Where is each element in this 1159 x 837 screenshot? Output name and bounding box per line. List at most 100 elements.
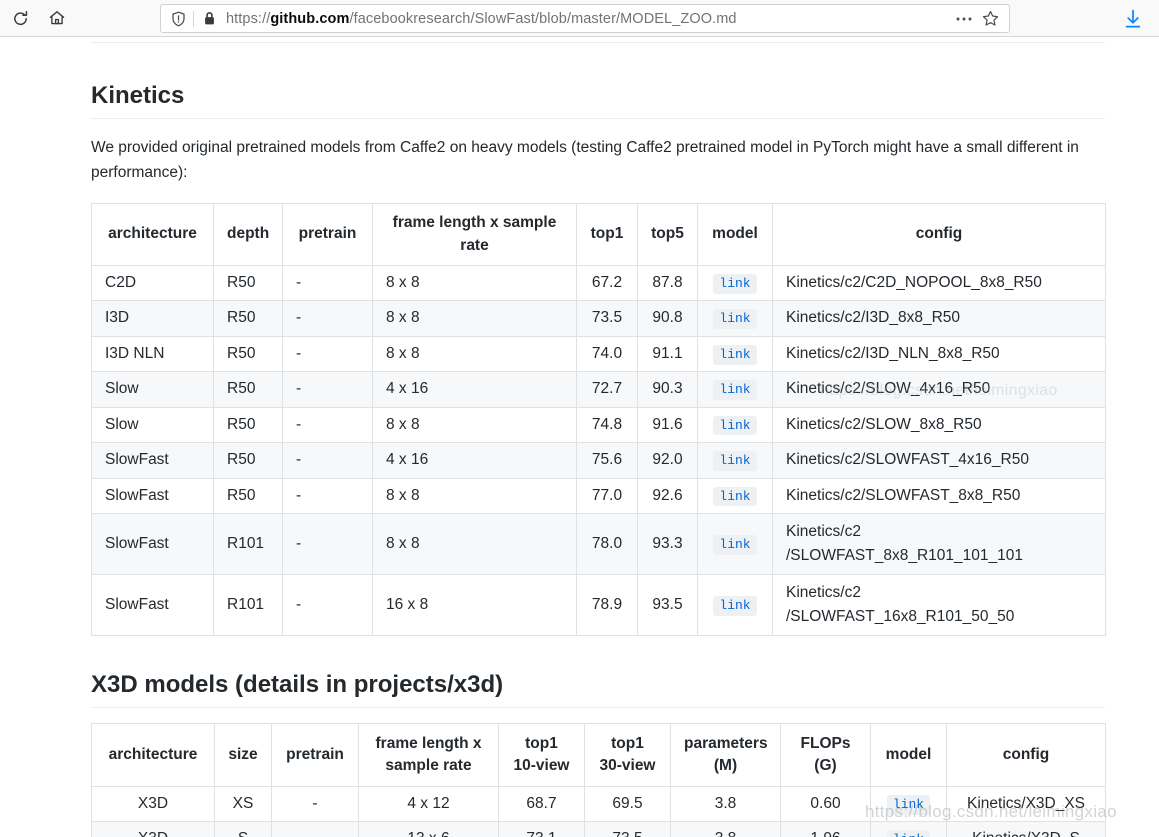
model-link[interactable]: link xyxy=(713,344,757,365)
cell-frame-length: 8 x 8 xyxy=(372,264,577,302)
header-line: sample rate xyxy=(385,757,472,774)
cell-architecture: I3D NLN xyxy=(91,335,214,373)
urlbar-divider xyxy=(193,10,194,27)
cell-depth: R50 xyxy=(213,264,283,302)
kinetics-table-body: C2D R50-8 x 8 67.2 87.8 link Kinetics/c2/C2D_… xyxy=(91,264,1106,637)
cell-frame-length: 8 x 8 xyxy=(372,300,577,337)
ellipsis-icon[interactable] xyxy=(951,7,977,31)
cell-model-link: link xyxy=(870,785,947,823)
cell-config: Kinetics/c2/SLOW_8x8_R50 xyxy=(772,406,1106,444)
col-frame-length: frame length x sample rate xyxy=(372,203,577,266)
urlbar-actions xyxy=(951,7,1003,31)
cell-frame-length: 4 x 16 xyxy=(372,442,577,479)
cell-config: Kinetics/c2/C2D_NOPOOL_8x8_R50 xyxy=(772,264,1106,302)
col-model: model xyxy=(697,203,773,266)
table-row: I3D R50-8 x 8 73.5 90.8 link Kinetics/c2/I3D_… xyxy=(91,300,1106,337)
cell-architecture: C2D xyxy=(91,264,214,302)
table-row: X3D XS -4 x 12 68.7 69.5 3.8 0.60 link Kinetics/… xyxy=(91,785,1106,823)
cell-model-link: link xyxy=(697,300,773,337)
table-row: C2D R50-8 x 8 67.2 87.8 link Kinetics/c2/C2D_… xyxy=(91,264,1106,302)
cell-config: Kinetics/c2/I3D_NLN_8x8_R50 xyxy=(772,335,1106,373)
model-link[interactable]: link xyxy=(713,451,757,471)
cell-top5: 91.6 xyxy=(637,406,698,444)
model-link[interactable]: link xyxy=(713,596,757,616)
model-link[interactable]: link xyxy=(713,380,757,400)
header-line: top1 xyxy=(611,734,644,752)
header-line: model xyxy=(885,745,932,763)
cell-pretrain: - xyxy=(282,574,373,637)
kinetics-intro-text: We provided original pretrained models f… xyxy=(91,139,1079,181)
cell-flops: 0.60 xyxy=(780,785,871,823)
cell-depth: R50 xyxy=(213,442,283,479)
model-link[interactable]: link xyxy=(886,830,931,837)
cell-pretrain: - xyxy=(282,442,373,479)
col-top1-10-view: top1 10-view xyxy=(498,723,585,787)
col-frame-length-x-sample-rate: frame length x sample rate xyxy=(358,723,499,787)
cell-frame-length: 8 x 8 xyxy=(372,513,577,576)
x3d-table-body: X3D XS -4 x 12 68.7 69.5 3.8 0.60 link Kinetics/… xyxy=(91,785,1106,837)
header-line: parameters xyxy=(684,734,768,752)
col-architecture: architecture xyxy=(91,203,214,266)
model-link[interactable]: link xyxy=(713,486,757,507)
url-scheme: https:// xyxy=(226,10,271,27)
shield-icon[interactable] xyxy=(167,8,189,30)
cell-config: Kinetics/c2/SLOWFAST_8x8_R50 xyxy=(772,477,1106,515)
page-content: PySlowFast Model Zoo and Baselines Kinet… xyxy=(0,37,1159,837)
home-icon[interactable] xyxy=(42,3,72,33)
x3d-table-head: architecture size pretrain frame length x sa… xyxy=(91,723,1106,787)
header-line: 10-view xyxy=(513,757,570,774)
table-row: SlowFast R101-8 x 8 78.0 93.3 link Kinetics/c… xyxy=(91,513,1106,576)
table-header-row: architecture size pretrain frame length x sa… xyxy=(91,723,1106,787)
kinetics-heading: Kinetics xyxy=(91,82,185,109)
cell-top5: 90.8 xyxy=(637,300,698,337)
cell-top5: 91.1 xyxy=(637,335,698,373)
cell-architecture: SlowFast xyxy=(91,477,214,515)
cell-config: Kinetics/X3D_S xyxy=(946,821,1106,837)
cell-flops: 1.96 xyxy=(780,821,871,837)
cell-top5: 90.3 xyxy=(637,371,698,408)
cell-pretrain: - xyxy=(282,513,373,576)
cell-size: S xyxy=(214,821,272,837)
cell-frame-length: 16 x 8 xyxy=(372,574,577,637)
model-link[interactable]: link xyxy=(886,795,931,815)
header-line: (G) xyxy=(814,757,837,774)
download-arrow-icon[interactable] xyxy=(1120,6,1146,32)
cell-depth: R50 xyxy=(213,477,283,515)
cell-architecture: Slow xyxy=(91,406,214,444)
table-row: SlowFast R50-4 x 16 75.6 92.0 link Kinetics/c… xyxy=(91,442,1106,479)
cell-pretrain: - xyxy=(282,335,373,373)
reload-icon[interactable] xyxy=(5,3,35,33)
model-link[interactable]: link xyxy=(713,274,757,294)
col-model: model xyxy=(870,723,947,787)
model-link[interactable]: link xyxy=(713,415,757,436)
cell-top5: 93.5 xyxy=(637,574,698,637)
cell-architecture: SlowFast xyxy=(91,513,214,576)
lock-icon[interactable] xyxy=(198,8,220,30)
cell-config: Kinetics/c2/SLOWFAST_16x8_R101_50_50 xyxy=(772,574,1106,637)
cell-top1: 67.2 xyxy=(576,264,638,302)
url-path: /facebookresearch/SlowFast/blob/master/M… xyxy=(349,10,737,27)
url-bar[interactable]: https://github.com/facebookresearch/Slow… xyxy=(160,4,1010,33)
cell-top1: 78.0 xyxy=(576,513,638,576)
col-flops-g: FLOPs (G) xyxy=(780,723,871,787)
cell-top1-10view: 68.7 xyxy=(498,785,585,823)
col-parameters-m: parameters (M) xyxy=(670,723,781,787)
header-line: 30-view xyxy=(599,757,656,774)
cell-top1-30view: 69.5 xyxy=(584,785,671,823)
cell-model-link: link xyxy=(697,264,773,302)
model-link[interactable]: link xyxy=(713,309,757,330)
cell-top5: 87.8 xyxy=(637,264,698,302)
cell-top1-10view: 73.1 xyxy=(498,821,585,837)
cell-architecture: X3D xyxy=(91,821,215,837)
cell-depth: R101 xyxy=(213,513,283,576)
x3d-heading-divider xyxy=(91,707,1105,708)
model-link[interactable]: link xyxy=(713,535,757,555)
cell-frame-length: 4 x 12 xyxy=(358,785,499,823)
url-text[interactable]: https://github.com/facebookresearch/Slow… xyxy=(220,11,951,27)
star-icon[interactable] xyxy=(977,7,1003,31)
cell-model-link: link xyxy=(697,574,773,637)
table-row: Slow R50-4 x 16 72.7 90.3 link Kinetics/c2/SL… xyxy=(91,371,1106,408)
col-config: config xyxy=(946,723,1106,787)
cell-pretrain: - xyxy=(282,477,373,515)
cell-model-link: link xyxy=(697,371,773,408)
